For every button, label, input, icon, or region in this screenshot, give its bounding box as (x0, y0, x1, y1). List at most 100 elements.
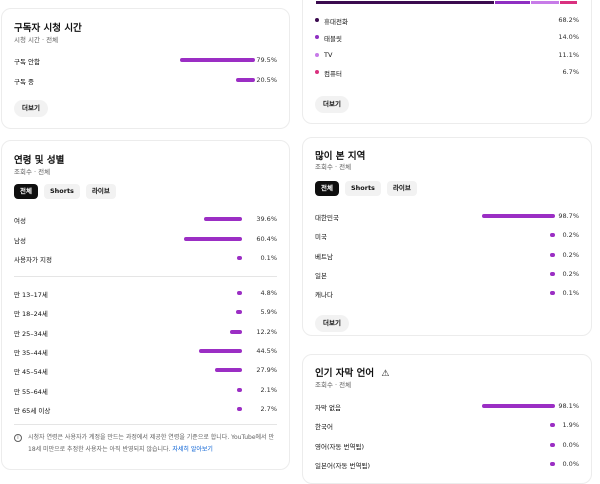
row-label: 만 18–24세 (14, 310, 48, 319)
value-bar (550, 442, 555, 447)
value-bar (236, 310, 242, 315)
list-row: 만 18–24세 5.9% (14, 306, 277, 318)
list-row: 일본 0.2% (315, 268, 579, 280)
legend-dot-icon (315, 52, 319, 57)
list-row: 만 35–44세 44.5% (14, 345, 277, 357)
row-value: 44.5% (256, 346, 277, 355)
more-button[interactable]: 더보기 (14, 100, 48, 117)
row-label: 만 13–17세 (14, 291, 48, 299)
subtitle-language-card: 인기 자막 언어 ⚠ 조회수 · 전체 자막 없음 98.1% 한국어 1.9% 영… (302, 354, 592, 484)
value-bar (237, 387, 242, 392)
age-info-note: i 시청자 연령은 사용자가 계정을 만드는 과정에서 제공한 연령을 기준으로… (14, 432, 275, 456)
legend-label: 태블릿 (324, 35, 342, 44)
row-value: 5.9% (260, 308, 277, 317)
device-segment (494, 1, 531, 4)
more-button[interactable]: 더보기 (315, 96, 349, 113)
row-value: 0.2% (562, 250, 579, 259)
row-label: 일본어(자동 번역됨) (315, 461, 370, 470)
list-row: 영어(자동 번역됨) 0.0% (315, 439, 579, 451)
divider (14, 276, 277, 277)
card-title: 연령 및 성별 (14, 155, 65, 166)
value-bar (184, 236, 242, 241)
list-row: 만 13–17세 4.8% (14, 287, 277, 299)
value-bar (230, 329, 242, 334)
warning-icon[interactable]: ⚠ (381, 369, 390, 379)
list-row: 한국어 1.9% (315, 419, 579, 431)
learn-more-link[interactable]: 자세히 알아보기 (172, 446, 213, 453)
row-value: 20.5% (256, 75, 277, 84)
legend-value: 11.1% (558, 50, 579, 59)
legend-dot-icon (315, 69, 319, 74)
legend-item: 휴대전화 68.2% (315, 14, 579, 26)
value-bar (237, 406, 242, 411)
tab-shorts[interactable]: Shorts (43, 184, 80, 199)
row-value: 60.4% (256, 234, 277, 243)
row-value: 0.0% (562, 440, 579, 449)
tab-live[interactable]: 라이브 (386, 181, 417, 196)
value-bar (237, 256, 242, 260)
tab-all[interactable]: 전체 (315, 181, 339, 196)
tab-shorts[interactable]: Shorts (344, 181, 381, 196)
value-bar (550, 423, 555, 428)
row-label: 구독 중 (14, 77, 35, 86)
row-value: 0.0% (562, 459, 579, 468)
list-row: 여성 39.6% (14, 213, 277, 225)
row-value: 0.1% (562, 289, 579, 298)
age-gender-card: 연령 및 성별 조회수 · 전체 전체 Shorts 라이브 i 시청자 연령은… (1, 140, 290, 470)
device-card: 더보기 휴대전화 68.2% 태블릿 14.0% TV 11.1% 컴퓨터 6.… (302, 0, 592, 124)
legend-label: 컴퓨터 (324, 69, 342, 78)
row-value: 27.9% (256, 366, 277, 375)
list-row: 구독 중 20.5% (14, 74, 277, 86)
list-row: 구독 안함 79.5% (14, 54, 277, 66)
legend-label: 휴대전화 (324, 18, 348, 26)
value-bar (481, 214, 555, 218)
value-bar (215, 368, 242, 373)
list-row: 자막 없음 98.1% (315, 400, 579, 412)
list-row: 일본어(자동 번역됨) 0.0% (315, 458, 579, 470)
device-stacked-bar (316, 1, 578, 4)
row-label: 일본 (315, 271, 327, 280)
list-row: 베트남 0.2% (315, 249, 579, 261)
value-bar (550, 461, 555, 466)
card-title-text: 인기 자막 언어 (315, 368, 375, 379)
row-label: 베트남 (315, 252, 333, 261)
regions-card: 많이 본 지역 조회수 · 전체 전체 Shorts 라이브 더보기 대한민국 … (302, 137, 592, 336)
row-value: 1.9% (562, 421, 579, 430)
row-value: 2.1% (260, 385, 277, 394)
tab-bar: 전체 Shorts 라이브 (14, 184, 116, 199)
more-button[interactable]: 더보기 (315, 315, 349, 332)
row-label: 여성 (14, 217, 26, 225)
list-row: 만 25–34세 12.2% (14, 326, 277, 338)
row-value: 98.1% (558, 402, 579, 410)
value-bar (550, 271, 555, 276)
value-bar (550, 252, 555, 257)
list-row: 만 55–64세 2.1% (14, 384, 277, 396)
list-row: 미국 0.2% (315, 229, 579, 241)
card-title: 구독자 시청 시간 (14, 23, 82, 34)
row-label: 만 35–44세 (14, 348, 48, 357)
card-title: 많이 본 지역 (315, 151, 366, 162)
legend-value: 6.7% (562, 67, 579, 76)
device-segment (316, 1, 494, 4)
row-label: 캐나다 (315, 291, 333, 300)
row-value: 12.2% (256, 327, 277, 336)
info-text: 시청자 연령은 사용자가 계정을 만드는 과정에서 제공한 연령을 기준으로 합… (28, 434, 275, 453)
device-segment (560, 1, 577, 4)
legend-dot-icon (315, 18, 319, 22)
tab-bar: 전체 Shorts 라이브 (315, 181, 417, 196)
divider (14, 424, 277, 425)
value-bar (203, 217, 242, 221)
row-label: 만 55–64세 (14, 387, 48, 396)
row-label: 구독 안함 (14, 58, 40, 66)
row-label: 남성 (14, 236, 26, 245)
info-icon: i (14, 434, 22, 442)
legend-value: 68.2% (558, 16, 579, 24)
card-subtitle: 조회수 · 전체 (315, 381, 352, 389)
list-row: 사용자가 지정 0.1% (14, 252, 277, 264)
tab-all[interactable]: 전체 (14, 184, 38, 199)
row-label: 대한민국 (315, 214, 339, 222)
row-label: 영어(자동 번역됨) (315, 442, 364, 451)
row-value: 0.2% (562, 231, 579, 240)
tab-live[interactable]: 라이브 (85, 184, 116, 199)
legend-item: TV 11.1% (315, 49, 579, 61)
